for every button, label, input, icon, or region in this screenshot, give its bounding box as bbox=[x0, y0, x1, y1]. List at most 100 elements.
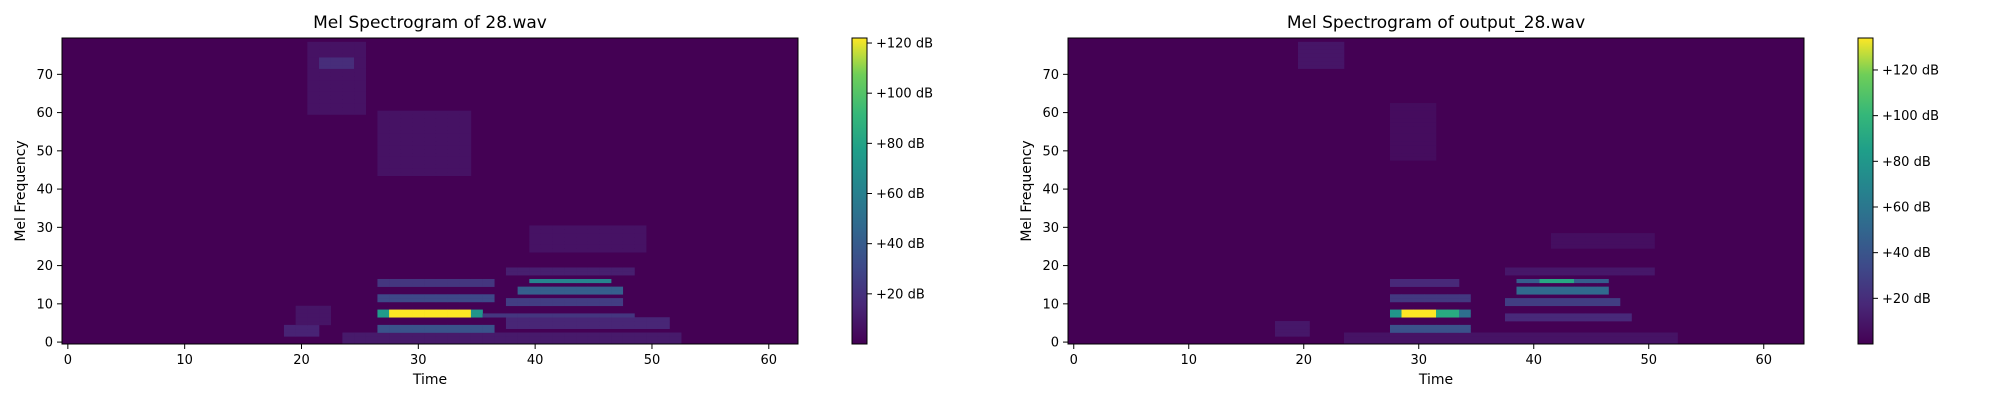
x-tick-label: 0 bbox=[1070, 353, 1078, 368]
heatmap-cell bbox=[1562, 236, 1575, 242]
heatmap-cell bbox=[1424, 125, 1437, 131]
heatmap-cell bbox=[599, 340, 612, 345]
y-tick-label: 20 bbox=[36, 259, 53, 274]
heatmap-cell bbox=[1585, 290, 1598, 295]
heatmap-cell bbox=[599, 233, 612, 238]
heatmap-cell bbox=[400, 336, 413, 341]
heatmap-cell bbox=[389, 278, 402, 284]
heatmap-cell bbox=[1459, 328, 1471, 333]
heatmap-cell bbox=[1321, 57, 1333, 62]
heatmap-cell bbox=[1309, 41, 1322, 46]
heatmap-cell bbox=[1436, 278, 1448, 284]
colorbar-tick-label: +20 dB bbox=[1882, 292, 1931, 307]
heatmap-cell bbox=[447, 125, 460, 131]
heatmap-cell bbox=[529, 313, 542, 318]
heatmap-cell bbox=[412, 328, 425, 333]
heatmap-cell bbox=[1608, 298, 1621, 303]
heatmap-cell bbox=[400, 171, 413, 177]
heatmap-cell bbox=[400, 332, 413, 337]
heatmap-cell bbox=[435, 328, 448, 333]
heatmap-cell bbox=[1574, 267, 1586, 272]
heatmap-cell bbox=[1608, 267, 1621, 272]
heatmap-cell bbox=[1482, 332, 1494, 337]
heatmap-cell bbox=[459, 118, 472, 123]
heatmap-cell bbox=[1482, 336, 1494, 341]
heatmap-cell bbox=[1585, 301, 1598, 307]
heatmap-cell bbox=[564, 233, 577, 238]
heatmap-cell bbox=[307, 332, 320, 337]
heatmap-cell bbox=[1597, 233, 1609, 238]
heatmap-cell bbox=[283, 324, 296, 330]
heatmap-cell bbox=[1390, 141, 1402, 146]
heatmap-cell bbox=[1401, 106, 1414, 111]
heatmap-cell bbox=[447, 298, 460, 303]
heatmap-cell bbox=[1401, 336, 1414, 341]
heatmap-cell bbox=[435, 110, 448, 115]
heatmap-cell bbox=[1631, 267, 1644, 272]
heatmap-cell bbox=[1355, 340, 1368, 345]
heatmap-cell bbox=[377, 313, 390, 318]
heatmap-cell bbox=[564, 317, 577, 322]
heatmap-cell bbox=[1597, 313, 1609, 318]
heatmap-cell bbox=[354, 60, 367, 66]
heatmap-cell bbox=[1528, 332, 1540, 337]
heatmap-cell bbox=[576, 286, 589, 291]
heatmap-cell bbox=[517, 336, 530, 341]
heatmap-cell bbox=[1390, 118, 1402, 123]
heatmap-cell bbox=[529, 340, 542, 345]
heatmap-cell bbox=[377, 294, 390, 299]
heatmap-cell bbox=[412, 145, 425, 150]
heatmap-cell bbox=[435, 324, 448, 330]
heatmap-cell bbox=[1390, 125, 1402, 131]
heatmap-cell bbox=[283, 332, 296, 337]
heatmap-cell bbox=[400, 160, 413, 165]
heatmap-cell bbox=[447, 122, 460, 127]
heatmap-cell bbox=[1470, 332, 1483, 337]
heatmap-cell bbox=[435, 129, 448, 134]
heatmap-cell bbox=[412, 148, 425, 154]
heatmap-cell bbox=[319, 60, 331, 66]
x-tick-label: 40 bbox=[1525, 353, 1542, 368]
heatmap-cell bbox=[447, 133, 460, 138]
heatmap-cell bbox=[400, 298, 413, 303]
heatmap-cell bbox=[424, 133, 437, 138]
heatmap-cell bbox=[1562, 313, 1575, 318]
heatmap-cell bbox=[576, 271, 589, 276]
x-tick-label: 10 bbox=[176, 353, 193, 368]
heatmap-cell bbox=[564, 240, 577, 245]
heatmap-cell bbox=[1620, 233, 1632, 238]
y-tick-label: 30 bbox=[1042, 221, 1059, 236]
heatmap-cell bbox=[412, 282, 425, 287]
heatmap-cell bbox=[611, 290, 624, 295]
heatmap-cell bbox=[1436, 313, 1448, 318]
heatmap-cell bbox=[1401, 313, 1414, 318]
heatmap-cell bbox=[587, 240, 600, 245]
heatmap-cell bbox=[1585, 317, 1598, 322]
heatmap-cell bbox=[1390, 156, 1402, 161]
heatmap-cell bbox=[611, 240, 624, 245]
heatmap-cell bbox=[576, 244, 589, 249]
heatmap-cell bbox=[552, 332, 565, 337]
heatmap-cell bbox=[1608, 301, 1621, 307]
heatmap-cell bbox=[342, 64, 355, 69]
heatmap-cell bbox=[400, 164, 413, 169]
heatmap-cell bbox=[342, 76, 355, 81]
heatmap-cell bbox=[400, 278, 413, 284]
heatmap-cell bbox=[1562, 301, 1575, 307]
heatmap-cell bbox=[564, 324, 577, 330]
heatmap-cell bbox=[517, 301, 530, 307]
heatmap-cell bbox=[1424, 141, 1437, 146]
heatmap-cell bbox=[389, 141, 402, 146]
heatmap-cell bbox=[1528, 286, 1540, 291]
heatmap-cell bbox=[1298, 57, 1310, 62]
y-axis-label-1: Mel Frequency bbox=[13, 140, 29, 241]
heatmap-cell bbox=[1539, 332, 1552, 337]
heatmap-cell bbox=[435, 145, 448, 150]
heatmap-cell bbox=[1401, 332, 1414, 337]
heatmap-cell bbox=[1390, 324, 1402, 330]
heatmap-cell bbox=[1562, 340, 1575, 345]
heatmap-cell bbox=[1275, 328, 1287, 333]
heatmap-cell bbox=[564, 332, 577, 337]
heatmap-cell bbox=[599, 271, 612, 276]
heatmap-cell bbox=[1413, 125, 1425, 131]
